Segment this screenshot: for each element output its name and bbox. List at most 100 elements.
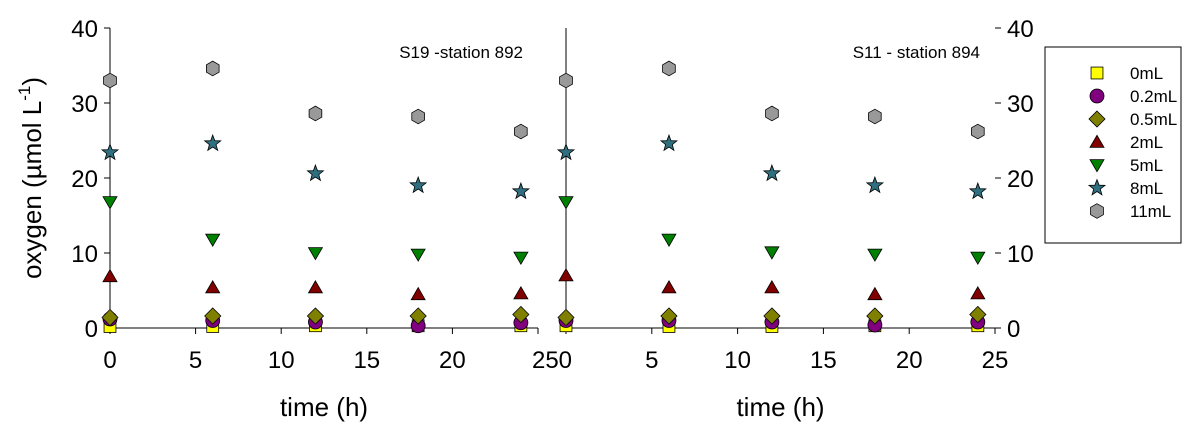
data-point (205, 280, 221, 294)
data-point (411, 108, 425, 125)
y-tick-label: 30 (71, 91, 98, 118)
series-8mL (556, 133, 987, 200)
data-point (102, 268, 118, 283)
data-point (511, 181, 531, 200)
y-axis-title-superscript: -1 (15, 86, 34, 101)
data-point (971, 123, 985, 140)
panels-layer: 0 10 20 30 40 0 5 10 15 20 250 time (h) S19 -station… (71, 16, 1033, 422)
x-tick-label: 25 (982, 347, 1009, 374)
data-point (763, 307, 781, 325)
panel-annotation: S11 - station 894 (853, 43, 980, 62)
y-tick-label: 10 (71, 241, 98, 268)
data-point (205, 233, 221, 247)
x-tick-label: 15 (810, 347, 837, 374)
series-11mL (103, 60, 528, 140)
data-point (765, 105, 779, 122)
data-point (865, 175, 885, 194)
legend-label: 5mL (1130, 156, 1163, 175)
legend-marker (1089, 134, 1105, 148)
series-2mL (558, 268, 986, 301)
series-11mL (559, 60, 985, 140)
data-point (660, 307, 678, 325)
data-point (306, 163, 325, 182)
legend-marker (1090, 66, 1104, 80)
data-point (513, 251, 529, 265)
data-point (307, 247, 324, 261)
data-point (557, 308, 575, 327)
x-tick-label: 10 (268, 347, 295, 374)
data-point (659, 133, 678, 152)
y-tick-label: 40 (71, 16, 98, 43)
series-8mL (100, 133, 531, 200)
y-axis-title-close: ) (17, 77, 47, 86)
data-point (662, 60, 676, 77)
legend-frame (1044, 46, 1182, 244)
legend-marker (1088, 110, 1106, 128)
data-point (558, 268, 574, 282)
data-point (969, 305, 987, 324)
data-point (661, 233, 677, 248)
x-tick-label-join: 250 (532, 347, 572, 374)
x-tick-label: 20 (896, 347, 923, 374)
legend-label: 8mL (1130, 179, 1163, 198)
data-point (100, 142, 120, 161)
y-tick-label: 20 (71, 166, 98, 193)
data-point (512, 305, 530, 324)
y-tick-label: 40 (1007, 16, 1034, 43)
legend-label: 11mL (1130, 202, 1171, 221)
data-point (514, 123, 528, 140)
data-point (409, 175, 428, 194)
data-point (559, 72, 573, 89)
data-point (102, 196, 118, 210)
series-5mL (102, 196, 529, 265)
data-point (764, 246, 780, 260)
y-axis-title: oxygen (µmol L-1) (15, 77, 47, 279)
legend-label: 2mL (1130, 133, 1163, 152)
x-tick-label: 15 (353, 347, 380, 374)
data-point (103, 72, 117, 89)
x-tick-label: 0 (103, 347, 116, 374)
data-point (866, 307, 884, 325)
data-point (968, 181, 987, 200)
data-point (661, 279, 677, 294)
series-0.5mL (101, 305, 530, 327)
legend-marker (1089, 88, 1105, 104)
data-point (764, 280, 780, 294)
data-point (306, 307, 325, 325)
legend-marker (1089, 159, 1105, 173)
series-0.5mL (557, 305, 987, 327)
panel-1: 0 10 20 30 40 0 5 10 15 20 250 time (h) S19 -station… (71, 16, 572, 422)
data-point (101, 308, 119, 327)
x-tick-label: 5 (189, 347, 202, 374)
x-axis-title: time (h) (736, 392, 824, 422)
y-tick-label: 20 (1007, 166, 1034, 193)
legend: 0mL 0.2mL 0.5mL 2mL 5mL 8mL 11mL (1044, 46, 1182, 244)
series-5mL (558, 196, 986, 266)
legend-label: 0mL (1130, 64, 1163, 83)
data-point (410, 286, 426, 301)
legend-marker (1087, 178, 1107, 196)
svg-text:oxygen (µmol L-1): oxygen (µmol L-1) (15, 77, 47, 279)
panel-2: 0 10 20 30 40 5 10 15 20 25 time (h) S11 - station … (556, 16, 1034, 422)
data-point (970, 285, 986, 300)
data-point (203, 133, 222, 152)
data-point (970, 251, 986, 266)
y-tick-label: 10 (1007, 241, 1034, 268)
data-point (867, 248, 883, 262)
y-axis-title-text: oxygen (µmol L (17, 101, 47, 279)
y-tick-label: 0 (1007, 316, 1020, 343)
x-axis-title: time (h) (280, 392, 368, 422)
data-point (513, 286, 529, 300)
data-point (556, 142, 576, 161)
data-point (409, 307, 427, 325)
y-tick-label: 30 (1007, 91, 1034, 118)
x-tick-label: 20 (439, 347, 466, 374)
data-point (558, 196, 574, 210)
series-2mL (102, 268, 529, 301)
x-tick-label: 10 (724, 347, 751, 374)
data-point (762, 163, 782, 182)
panel-annotation: S19 -station 892 (399, 43, 523, 62)
data-point (204, 307, 222, 325)
data-point (410, 248, 426, 262)
